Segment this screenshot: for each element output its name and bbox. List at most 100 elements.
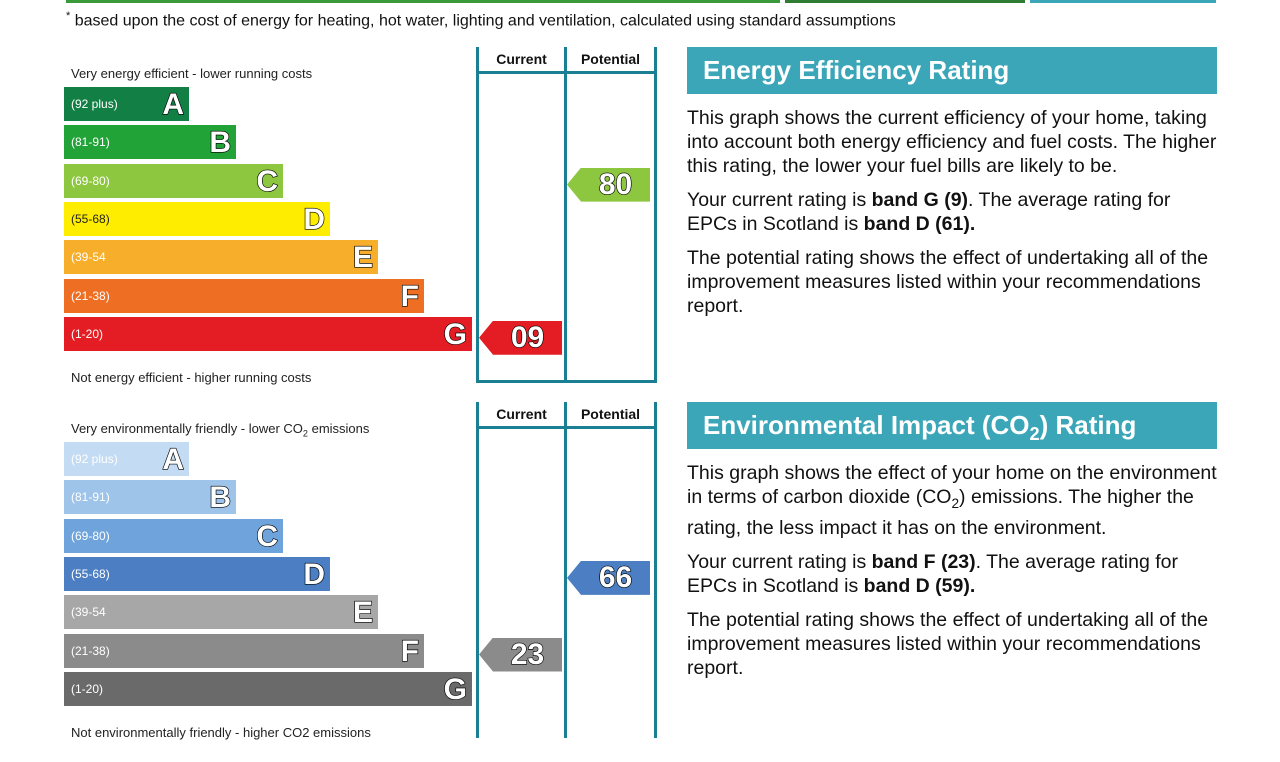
band-bar-b: (81-91) B (64, 480, 236, 515)
potential-rating-text: The potential rating shows the effect of… (687, 608, 1209, 679)
chart-bottom-border (477, 380, 657, 383)
band-letter: F (400, 279, 420, 313)
band-letter: C (256, 519, 279, 553)
band-range: (81-91) (71, 135, 110, 150)
band-letter: A (162, 442, 185, 476)
current-column-header: Current (496, 406, 547, 422)
band-range: (21-38) (71, 643, 110, 658)
panel-description: This graph shows the current efficiency … (687, 107, 1217, 177)
text: . The average rating for EPCs in Scotlan… (687, 189, 1171, 235)
environmental-impact-chart: Very environmentally friendly - lower CO… (0, 402, 680, 762)
text: This graph shows the effect of your home… (687, 462, 1217, 508)
band-range: (1-20) (71, 326, 104, 341)
band-bar-c: (69-80) C (64, 518, 283, 553)
band-letter: B (209, 126, 232, 160)
band-range: (21-38) (71, 288, 110, 303)
band-range: (1-20) (71, 681, 104, 696)
current-rating-text: Your current rating is band F (23). The … (687, 550, 1217, 598)
column-divider (476, 402, 479, 738)
potential-column-header: Potential (580, 406, 641, 422)
band-letter: D (303, 557, 326, 591)
label-text: Very environmentally friendly - lower CO (71, 421, 303, 436)
header-rule-dark-green (785, 0, 1025, 3)
band-bar-g: (1-20) G (64, 316, 472, 351)
column-divider (564, 402, 567, 738)
panel-title: Energy Efficiency Rating (687, 47, 1217, 94)
energy-rating-panel: Energy Efficiency Rating This graph show… (687, 47, 1217, 318)
potential-rating-arrow: 66 (567, 560, 650, 595)
chart-top-label: Very environmentally friendly - lower CO… (71, 421, 369, 439)
column-divider (654, 402, 657, 738)
band-range: (55-68) (71, 211, 110, 226)
band-range: (69-80) (71, 173, 110, 188)
potential-rating-value: 80 (598, 167, 633, 202)
band-letter: C (256, 164, 279, 198)
footnote-mark: * (66, 10, 71, 22)
current-rating-value: 23 (510, 637, 545, 672)
header-divider (477, 71, 657, 74)
current-rating-arrow: 09 (479, 320, 562, 355)
band-range: (69-80) (71, 528, 110, 543)
band-range: (81-91) (71, 490, 110, 505)
current-band: band F (23) (871, 550, 976, 573)
chart-bottom-label: Not environmentally friendly - higher CO… (71, 725, 371, 740)
current-rating-value: 09 (510, 320, 545, 355)
band-bar-e: (39-54 E (64, 595, 378, 630)
potential-column-header: Potential (580, 51, 641, 67)
band-range: (92 plus) (71, 97, 118, 111)
band-range: (39-54 (71, 605, 106, 620)
band-range: (39-54 (71, 250, 106, 265)
potential-rating-arrow: 80 (567, 167, 650, 202)
text: ) emissions. The higher the rating, the … (687, 486, 1194, 539)
panel-title: Environmental Impact (CO2) Rating (687, 402, 1217, 449)
sub: 2 (1029, 424, 1040, 445)
band-bar-f: (21-38) F (64, 278, 424, 313)
band-letter: E (352, 241, 373, 275)
header-rule-green (66, 0, 780, 3)
band-bar-a: (92 plus) A (64, 442, 189, 477)
text: . The average rating for EPCs in Scotlan… (687, 550, 1178, 597)
current-column-header: Current (496, 51, 547, 67)
band-letter: G (443, 317, 468, 351)
band-letter: B (209, 481, 232, 515)
current-rating-arrow: 23 (479, 637, 562, 672)
band-bar-b: (81-91) B (64, 125, 236, 160)
sub: 2 (951, 495, 960, 511)
band-bar-a: (92 plus) A (64, 87, 189, 122)
chart-top-label: Very energy efficient - lower running co… (71, 66, 313, 81)
band-letter: D (303, 202, 326, 236)
average-band: band D (61). (863, 213, 976, 235)
environment-rating-panel: Environmental Impact (CO2) Rating This g… (687, 402, 1217, 680)
text: ) Rating (1039, 410, 1137, 440)
text: Your current rating is (687, 189, 872, 211)
energy-efficiency-chart: Very energy efficient - lower running co… (0, 47, 680, 407)
band-letter: E (352, 596, 373, 630)
band-bar-d: (55-68) D (64, 201, 330, 237)
column-divider (654, 47, 657, 383)
chart-bottom-label: Not energy efficient - higher running co… (71, 370, 312, 385)
column-divider (564, 47, 567, 383)
band-range: (92 plus) (71, 452, 118, 466)
average-band: band D (59). (863, 574, 976, 597)
text: Environmental Impact (CO (703, 410, 1030, 440)
header-divider (477, 426, 657, 429)
band-bar-e: (39-54 E (64, 240, 378, 275)
band-bar-d: (55-68) D (64, 556, 330, 592)
band-letter: A (162, 87, 185, 121)
footnote: * based upon the cost of energy for heat… (66, 10, 896, 30)
potential-rating-value: 66 (598, 560, 633, 595)
current-band: band G (9) (871, 189, 969, 211)
label-sub: 2 (302, 428, 308, 439)
label-text: emissions (307, 421, 370, 436)
potential-rating-text: The potential rating shows the effect of… (687, 247, 1209, 317)
current-rating-text: Your current rating is band G (9). The a… (687, 188, 1217, 236)
panel-description: This graph shows the effect of your home… (687, 461, 1217, 540)
header-rule-teal (1030, 0, 1216, 3)
band-range: (55-68) (71, 566, 110, 581)
text: Your current rating is (687, 550, 872, 573)
band-bar-g: (1-20) G (64, 671, 472, 706)
band-letter: F (400, 634, 420, 668)
band-bar-f: (21-38) F (64, 633, 424, 668)
footnote-text: based upon the cost of energy for heatin… (74, 12, 896, 30)
column-divider (476, 47, 479, 383)
